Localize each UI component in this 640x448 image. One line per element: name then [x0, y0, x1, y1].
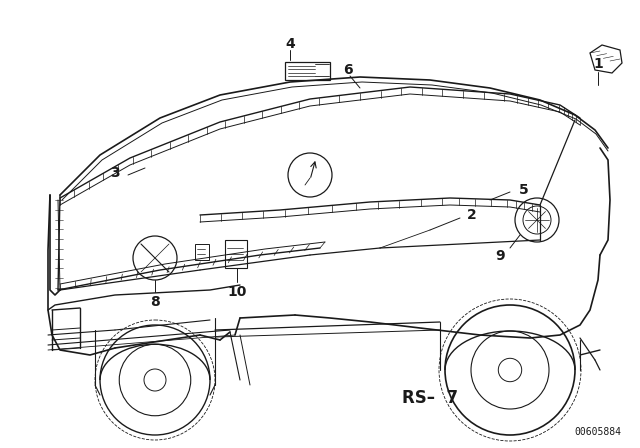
Text: 10: 10	[227, 285, 246, 299]
FancyBboxPatch shape	[195, 244, 209, 260]
Text: 3: 3	[110, 166, 120, 180]
Text: RS–  7: RS– 7	[402, 389, 458, 407]
Text: 6: 6	[343, 63, 353, 77]
Text: 9: 9	[495, 249, 505, 263]
Text: 5: 5	[519, 183, 529, 197]
Text: 00605884: 00605884	[575, 427, 621, 437]
FancyBboxPatch shape	[225, 240, 247, 268]
Text: 2: 2	[467, 208, 477, 222]
Text: 4: 4	[285, 37, 295, 51]
Text: 8: 8	[150, 295, 160, 309]
Text: 1: 1	[593, 57, 603, 71]
FancyBboxPatch shape	[285, 62, 330, 80]
